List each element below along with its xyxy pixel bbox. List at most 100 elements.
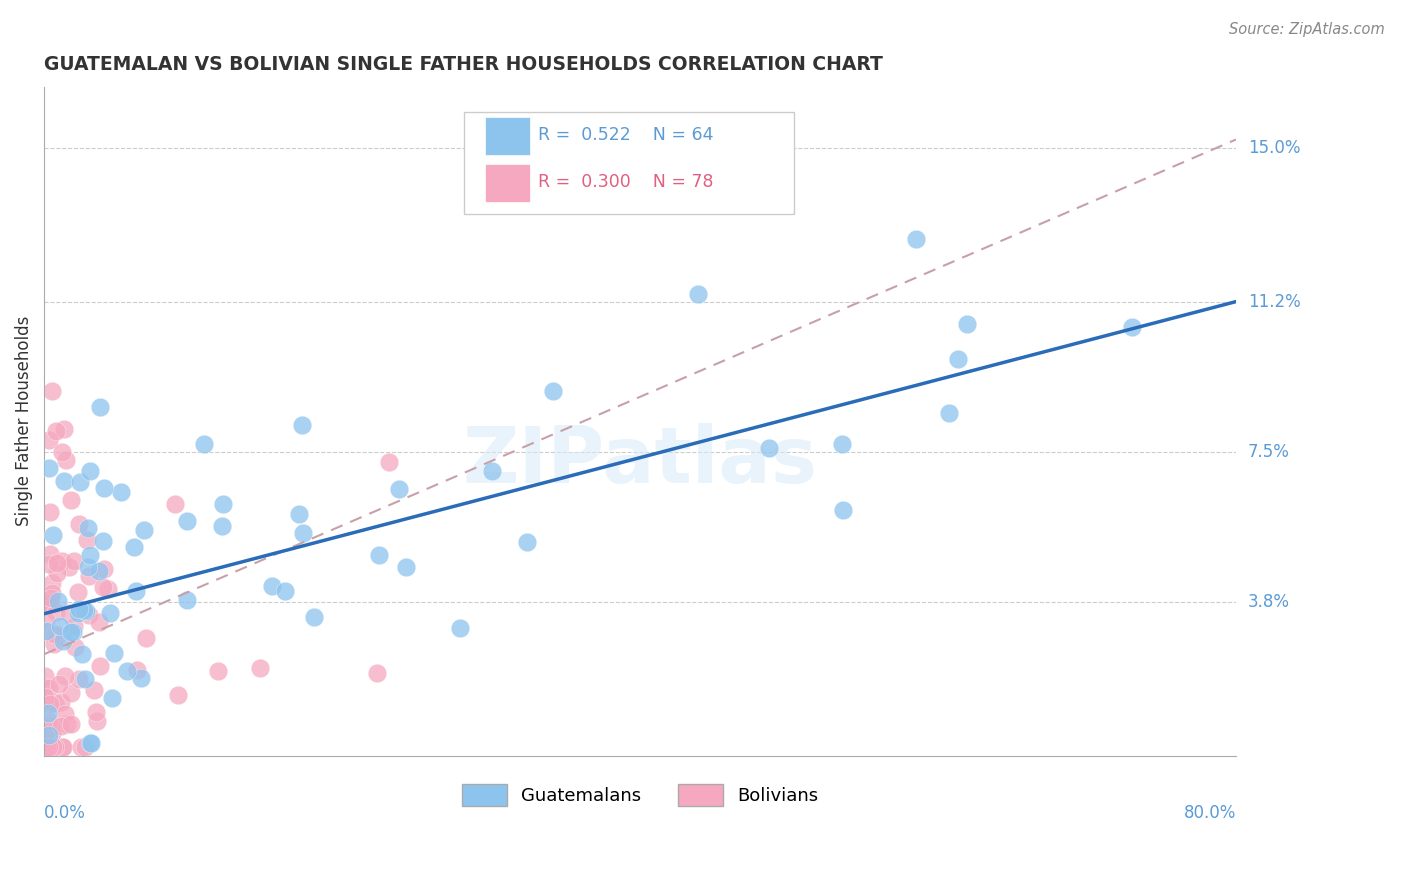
Point [77, 568, 100, 582]
Point [45, 556, 67, 570]
Point [41, 384, 63, 398]
Point [45, 425, 67, 439]
Point [41, 725, 63, 739]
Point [91, 580, 114, 594]
Point [48, 676, 70, 690]
Point [77, 559, 100, 574]
Point [59, 686, 82, 700]
Point [211, 497, 233, 511]
Point [42, 626, 65, 640]
Point [176, 593, 198, 607]
Point [87, 564, 110, 578]
Point [49, 719, 72, 733]
Text: GUATEMALAN VS BOLIVIAN SINGLE FATHER HOUSEHOLDS CORRELATION CHART: GUATEMALAN VS BOLIVIAN SINGLE FATHER HOU… [44, 55, 883, 74]
Point [66, 585, 89, 599]
Point [91, 534, 114, 549]
Point [38, 504, 60, 518]
Point [52, 740, 75, 755]
Text: 80.0%: 80.0% [1184, 805, 1236, 822]
Point [38, 697, 60, 711]
Point [83, 683, 105, 698]
Point [46, 628, 69, 642]
Text: 11.2%: 11.2% [1249, 293, 1301, 310]
Point [127, 663, 149, 677]
Point [86, 714, 108, 729]
Point [44, 637, 66, 651]
Point [59, 625, 82, 640]
Point [48, 619, 70, 633]
Point [63, 619, 86, 633]
Point [103, 646, 125, 660]
Point [51, 554, 73, 568]
Point [35, 613, 58, 627]
Point [134, 523, 156, 537]
Point [449, 620, 471, 634]
Point [831, 437, 853, 451]
Point [67, 602, 90, 616]
Point [110, 485, 132, 500]
Point [70, 740, 93, 755]
Point [53, 669, 76, 683]
Point [249, 661, 271, 675]
Point [115, 664, 138, 678]
Text: 7.5%: 7.5% [1249, 442, 1289, 460]
Point [76, 533, 98, 548]
Point [79, 548, 101, 562]
Point [79, 736, 101, 750]
Point [292, 525, 315, 540]
Point [59, 493, 82, 508]
Point [49, 695, 72, 709]
Point [39, 720, 62, 734]
Point [101, 690, 124, 705]
Point [51, 740, 73, 755]
Text: 15.0%: 15.0% [1249, 138, 1301, 157]
Text: ZIPatlas: ZIPatlas [463, 424, 817, 500]
Point [93, 562, 115, 576]
Point [38, 728, 60, 742]
Point [395, 560, 418, 574]
Point [287, 507, 309, 521]
Point [75, 672, 97, 686]
Point [34, 624, 56, 639]
Point [37, 596, 59, 610]
Y-axis label: Single Father Households: Single Father Households [15, 316, 32, 526]
Point [39, 591, 62, 606]
Text: R =  0.300    N = 78: R = 0.300 N = 78 [538, 173, 714, 191]
Point [89, 658, 111, 673]
Point [41, 586, 63, 600]
Point [302, 609, 325, 624]
Point [55, 453, 77, 467]
Point [45, 606, 67, 620]
Point [38, 461, 60, 475]
Point [56, 717, 79, 731]
Point [37, 706, 59, 720]
Point [1121, 320, 1143, 334]
Point [44, 740, 66, 755]
Point [516, 535, 538, 549]
Point [831, 502, 853, 516]
Point [273, 583, 295, 598]
Point [34, 693, 56, 707]
Point [51, 444, 73, 458]
Point [44, 697, 66, 711]
Point [59, 717, 82, 731]
Point [541, 384, 564, 398]
Point [938, 406, 960, 420]
Point [193, 437, 215, 451]
Point [72, 603, 94, 617]
Point [86, 705, 108, 719]
Point [291, 417, 314, 432]
Point [89, 400, 111, 414]
Point [48, 593, 70, 607]
Point [207, 664, 229, 678]
Point [34, 599, 56, 613]
Text: R =  0.522    N = 64: R = 0.522 N = 64 [538, 126, 714, 144]
Point [38, 740, 60, 755]
Point [135, 631, 157, 645]
Point [93, 481, 115, 495]
Point [58, 606, 80, 620]
Point [176, 514, 198, 528]
Point [38, 681, 60, 696]
Point [41, 739, 63, 754]
Point [53, 474, 76, 488]
